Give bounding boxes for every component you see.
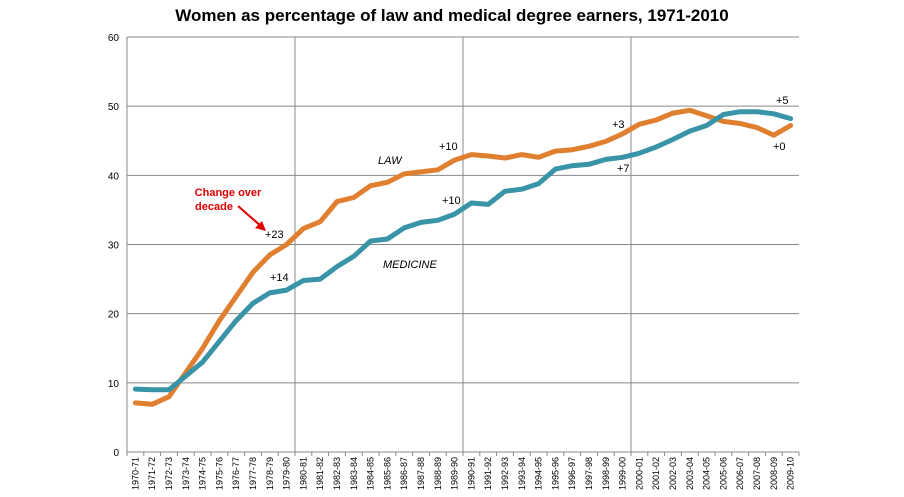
x-tick-label: 2002-03	[668, 457, 678, 490]
x-tick-label: 1977-78	[248, 457, 258, 490]
x-tick-label: 1984-85	[366, 457, 376, 490]
change-note-line1: Change over	[195, 187, 262, 199]
x-tick-label: 1987-88	[416, 457, 426, 490]
x-tick-label: 1990-91	[466, 457, 476, 490]
x-tick-label: 1980-81	[298, 457, 308, 490]
x-tick-label: 1979-80	[282, 457, 292, 490]
chart-title: Women as percentage of law and medical d…	[175, 6, 729, 25]
x-tick-label: 2009-10	[786, 457, 796, 490]
x-tick-label: 1994-95	[534, 457, 544, 490]
x-tick-label: 1974-75	[198, 457, 208, 490]
x-tick-label: 2003-04	[685, 457, 695, 490]
x-tick-label: 1986-87	[399, 457, 409, 490]
med-change-1990: +10	[442, 195, 461, 207]
x-tick-label: 1970-71	[130, 457, 140, 490]
y-tick-label: 60	[108, 33, 120, 44]
y-tick-label: 0	[113, 448, 119, 459]
series-layer	[132, 107, 794, 407]
x-tick-label: 1993-94	[517, 457, 527, 490]
x-tick-label: 2004-05	[702, 457, 712, 490]
medicine-series-label: MEDICINE	[383, 259, 437, 271]
law-change-1990: +10	[439, 141, 458, 153]
y-tick-label: 40	[108, 171, 120, 182]
x-tick-label: 1978-79	[265, 457, 275, 490]
series-line-medicine	[132, 109, 794, 393]
med-change-2010: +5	[776, 95, 789, 107]
grid-layer	[127, 36, 799, 452]
x-tick-label: 1992-93	[500, 457, 510, 490]
x-tick-label: 1983-84	[349, 457, 359, 490]
x-tick-label: 1996-97	[567, 457, 577, 490]
law-change-1980: +23	[265, 229, 284, 241]
x-tick-label: 1997-98	[584, 457, 594, 490]
y-tick-label: 20	[108, 310, 120, 321]
x-tick-label: 2005-06	[718, 457, 728, 490]
law-change-2010: +0	[773, 141, 786, 153]
med-change-1980: +14	[270, 272, 289, 284]
x-tick-label: 1971-72	[147, 457, 157, 490]
x-tick-label: 1973-74	[181, 457, 191, 490]
x-tick-label: 1982-83	[332, 457, 342, 490]
x-tick-label: 1991-92	[483, 457, 493, 490]
annotation-layer: LAW MEDICINE Change over decade +23 +14 …	[195, 95, 789, 284]
x-tick-label: 1975-76	[214, 457, 224, 490]
x-tick-label: 1976-77	[231, 457, 241, 490]
x-tick-label: 1995-96	[550, 457, 560, 490]
x-tick-label: 1981-82	[315, 457, 325, 490]
axis-layer: 0 10 20 30 40 50 60 1970-71 1971-72 1972-73 1973-7…	[108, 33, 800, 490]
x-tick-label: 2008-09	[769, 457, 779, 490]
y-tick-label: 10	[108, 379, 120, 390]
y-tick-label: 30	[108, 241, 120, 252]
x-tick-label: 2000-01	[634, 457, 644, 490]
x-tick-label: 2007-08	[752, 457, 762, 490]
x-tick-label: 2006-07	[735, 457, 745, 490]
x-tick-label: 1985-86	[382, 457, 392, 490]
x-tick-label: 2001-02	[651, 457, 661, 490]
y-tick-label: 50	[108, 102, 120, 113]
law-change-2000: +3	[612, 119, 625, 131]
change-note-arrow	[237, 205, 266, 231]
series-line-law	[132, 107, 794, 407]
x-tick-label: 1972-73	[164, 457, 174, 490]
law-series-label: LAW	[378, 155, 403, 167]
change-note-line2: decade	[195, 201, 233, 213]
med-change-2000: +7	[617, 163, 630, 175]
x-tick-label: 1998-99	[601, 457, 611, 490]
x-tick-label: 1988-89	[433, 457, 443, 490]
x-tick-label: 1999-00	[618, 457, 628, 490]
x-tick-label: 1989-90	[450, 457, 460, 490]
